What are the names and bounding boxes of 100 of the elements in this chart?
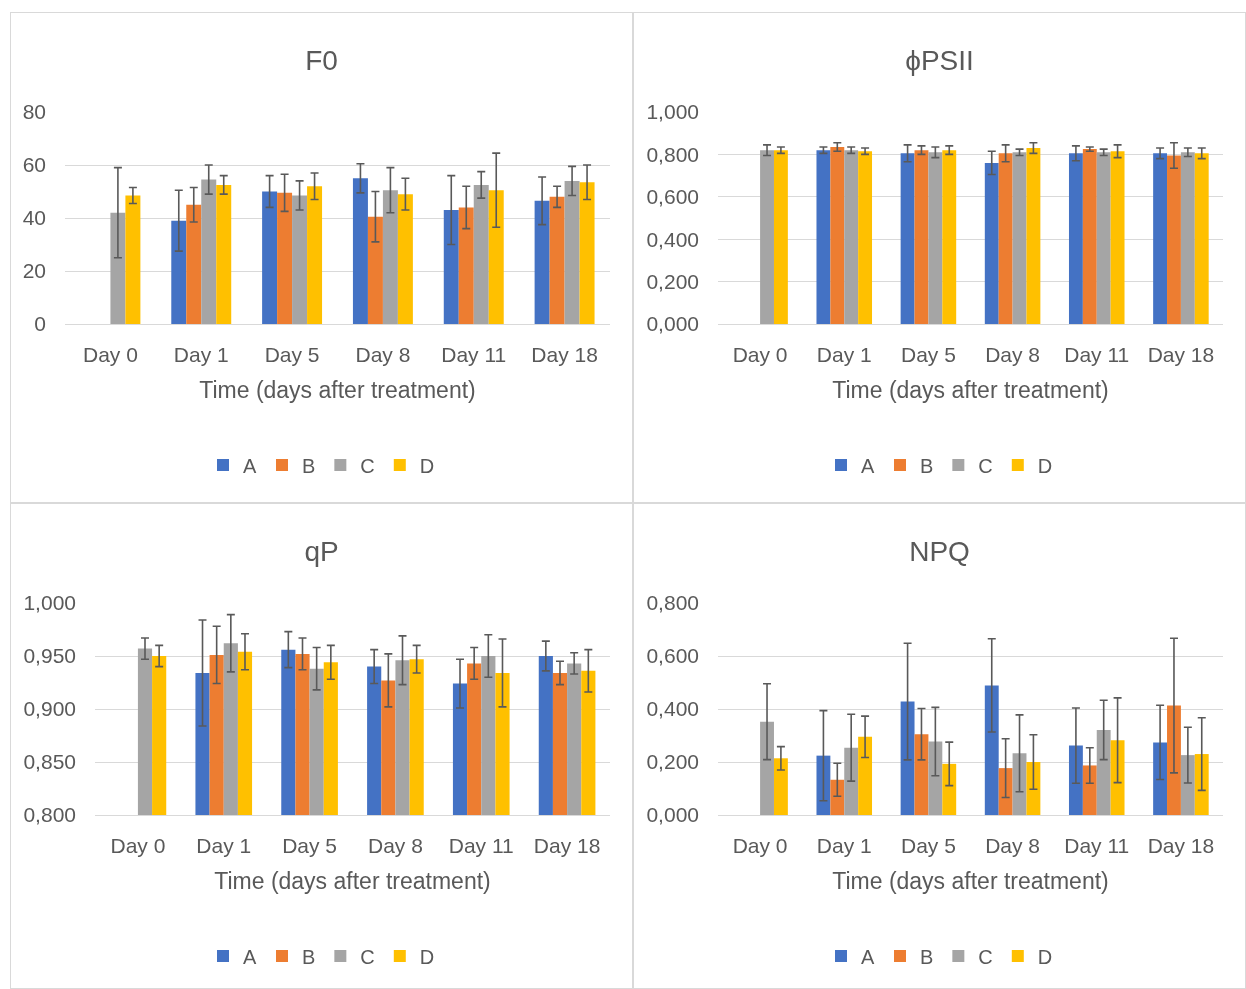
x-tick-label: Day 11 [441, 343, 507, 367]
x-tick-label: Day 18 [533, 834, 601, 858]
legend-label: B [920, 454, 934, 477]
bar [984, 685, 999, 815]
y-tick-label: 0,600 [646, 185, 699, 209]
y-tick-label: 0,950 [23, 644, 76, 668]
chart-title: NPQ [909, 535, 970, 567]
legend-label: B [302, 945, 316, 968]
bar [1026, 762, 1041, 815]
y-tick-label: 20 [22, 259, 46, 283]
y-tick-label: 1,000 [23, 591, 76, 615]
bar [1153, 742, 1168, 815]
legend-label: C [978, 454, 993, 477]
bar [1110, 740, 1125, 815]
x-tick-label: Day 18 [1147, 834, 1215, 858]
y-tick-label: 0,000 [646, 312, 699, 336]
bar [397, 194, 413, 324]
legend-label: B [302, 454, 316, 477]
x-tick-label: Day 8 [985, 834, 1041, 858]
bar [201, 179, 217, 324]
x-tick-label: Day 11 [1064, 834, 1130, 858]
x-tick-label: Day 1 [196, 834, 252, 858]
x-tick-label: Day 18 [1147, 343, 1215, 367]
bar [171, 220, 187, 324]
x-tick-label: Day 1 [816, 343, 872, 367]
legend-label: C [360, 454, 375, 477]
bar [549, 196, 565, 324]
legend-label: A [243, 945, 257, 968]
x-tick-label: Day 1 [816, 834, 872, 858]
bar [928, 741, 943, 815]
chart-title: ϕPSII [905, 44, 974, 76]
x-tick-label: Day 8 [355, 343, 411, 367]
y-tick-label: 60 [22, 153, 46, 177]
bar [352, 178, 368, 324]
y-tick-label: 0,600 [646, 644, 699, 668]
bar [760, 721, 774, 815]
y-tick-label: 0,800 [646, 591, 699, 615]
legend-label: A [861, 454, 875, 477]
x-tick-label: Day 5 [900, 834, 956, 858]
y-tick-label: 0,000 [646, 803, 699, 827]
legend-label: D [419, 454, 435, 477]
x-tick-label: Day 18 [531, 343, 598, 367]
bar [216, 184, 232, 324]
bar [844, 747, 859, 815]
bar [1180, 755, 1195, 815]
bar [458, 207, 474, 324]
x-tick-label: Day 5 [282, 834, 338, 858]
bar [1096, 729, 1111, 815]
y-tick-label: 0,400 [646, 697, 699, 721]
x-tick-label: Day 5 [900, 343, 956, 367]
y-tick-label: 0 [34, 312, 46, 336]
bar [186, 204, 202, 324]
x-axis-title: Time (days after treatment) [832, 376, 1109, 403]
bar [534, 200, 550, 324]
legend-label: B [920, 945, 934, 968]
y-tick-label: 0,200 [646, 750, 699, 774]
y-tick-label: 40 [22, 206, 46, 230]
bar [488, 190, 504, 324]
bar [473, 184, 489, 324]
x-tick-label: Day 11 [448, 834, 514, 858]
x-axis-title: Time (days after treatment) [832, 867, 1109, 894]
legend-label: D [419, 945, 435, 968]
y-tick-label: 0,800 [23, 803, 76, 827]
bar [1068, 745, 1083, 815]
bar [367, 216, 383, 324]
x-axis-title: Time (days after treatment) [214, 867, 491, 894]
x-axis-title: Time (days after treatment) [199, 376, 476, 403]
bar [292, 195, 308, 324]
bar [816, 755, 831, 815]
bar [564, 180, 580, 324]
chart-title: F0 [305, 44, 338, 76]
x-tick-label: Day 11 [1064, 343, 1130, 367]
y-tick-label: 0,800 [646, 142, 699, 166]
bar [277, 192, 293, 324]
bar [1082, 765, 1097, 815]
x-tick-label: Day 8 [367, 834, 423, 858]
legend-label: A [243, 454, 257, 477]
legend-label: A [861, 945, 875, 968]
chart-title: qP [304, 535, 339, 567]
x-tick-label: Day 1 [173, 343, 229, 367]
bar [443, 210, 459, 324]
bar [125, 195, 141, 324]
y-tick-label: 0,850 [23, 750, 76, 774]
bar [262, 191, 278, 324]
bar [307, 186, 323, 324]
legend-label: D [1037, 454, 1053, 477]
bar [900, 701, 915, 815]
legend-label: C [978, 945, 993, 968]
y-tick-label: 0,900 [23, 697, 76, 721]
bar [382, 190, 398, 324]
y-tick-label: 80 [22, 100, 46, 124]
bar [830, 779, 845, 815]
bar [858, 736, 873, 815]
x-tick-label: Day 0 [82, 343, 138, 367]
bar [110, 212, 126, 324]
legend-label: D [1037, 945, 1053, 968]
y-tick-label: 0,400 [646, 227, 699, 251]
bar [1194, 754, 1209, 815]
y-tick-label: 1,000 [646, 100, 699, 124]
bar [942, 763, 957, 815]
